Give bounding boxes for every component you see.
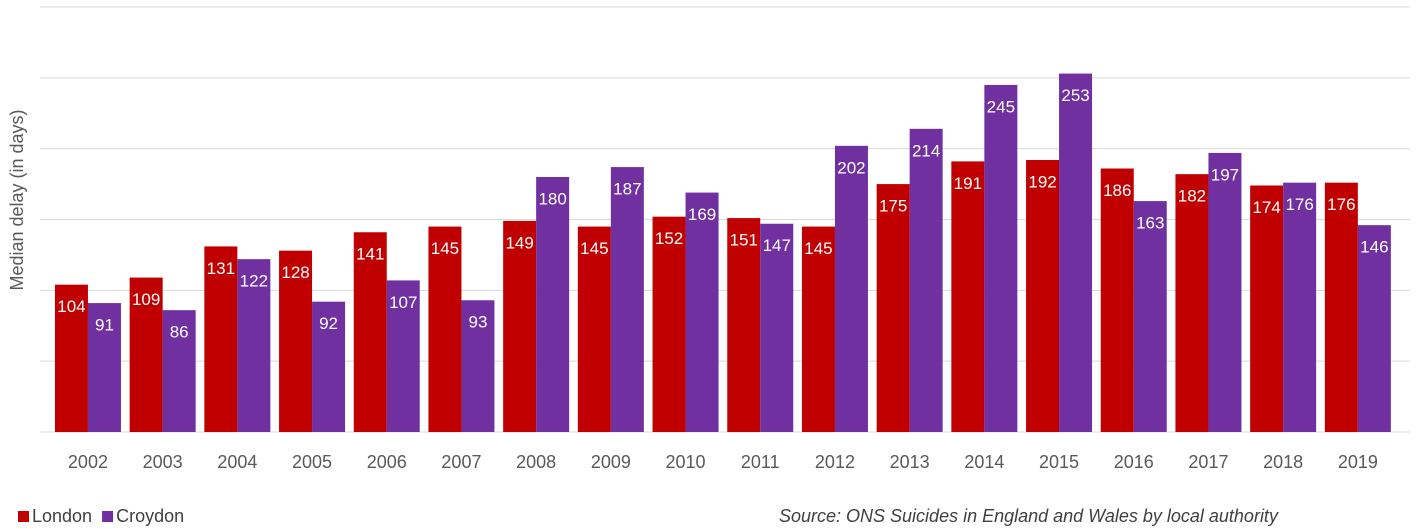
- data-label: 109: [132, 290, 160, 309]
- x-tick-label: 2002: [68, 452, 108, 472]
- legend-swatch: [102, 511, 114, 522]
- data-label: 145: [804, 239, 832, 258]
- data-label: 152: [655, 229, 683, 248]
- data-label: 175: [879, 197, 907, 216]
- bar: [876, 184, 910, 432]
- data-label: 131: [207, 259, 235, 278]
- bar: [87, 303, 121, 432]
- x-tick-label: 2005: [292, 452, 332, 472]
- bar: [834, 145, 868, 433]
- bar: [1283, 182, 1317, 432]
- data-label: 141: [356, 245, 384, 264]
- data-label: 122: [240, 272, 268, 291]
- bar: [54, 284, 88, 432]
- bar: [386, 280, 420, 432]
- data-label: 151: [730, 231, 758, 250]
- x-tick-label: 2006: [367, 452, 407, 472]
- bar: [461, 300, 495, 432]
- data-label: 197: [1211, 165, 1239, 184]
- data-label: 214: [912, 141, 940, 160]
- bar: [1250, 185, 1284, 432]
- x-tick-label: 2004: [217, 452, 257, 472]
- bar: [727, 218, 761, 432]
- data-label: 128: [281, 263, 309, 282]
- bar: [909, 128, 943, 433]
- data-label: 147: [763, 236, 791, 255]
- bar: [129, 277, 163, 432]
- bar: [503, 220, 537, 432]
- data-label: 145: [431, 239, 459, 258]
- data-label: 191: [954, 174, 982, 193]
- y-axis-label: Median delay (in days): [7, 109, 27, 290]
- data-label: 93: [468, 313, 487, 332]
- bar: [162, 310, 196, 432]
- bar: [801, 226, 835, 432]
- bar: [984, 84, 1018, 433]
- data-label: 180: [538, 189, 566, 208]
- bar: [1208, 152, 1242, 432]
- data-label: 187: [613, 180, 641, 199]
- bar: [685, 192, 719, 432]
- x-tick-label: 2019: [1338, 452, 1378, 472]
- bar: [1324, 182, 1358, 432]
- x-tick-label: 2012: [815, 452, 855, 472]
- bar: [353, 232, 387, 432]
- bar: [428, 226, 462, 432]
- data-label: 145: [580, 239, 608, 258]
- x-tick-label: 2017: [1188, 452, 1228, 472]
- data-label: 86: [170, 323, 189, 342]
- bar: [577, 226, 611, 432]
- bar: [237, 259, 271, 432]
- data-label: 146: [1360, 238, 1388, 257]
- data-label: 149: [505, 233, 533, 252]
- bar: [279, 250, 313, 432]
- x-tick-label: 2014: [964, 452, 1004, 472]
- bar: [536, 177, 570, 432]
- data-label: 107: [389, 293, 417, 312]
- legend-swatch: [18, 511, 29, 522]
- data-label: 91: [95, 316, 114, 335]
- data-label: 174: [1252, 198, 1280, 217]
- x-tick-label: 2016: [1114, 452, 1154, 472]
- bar: [204, 246, 238, 432]
- x-tick-label: 2011: [741, 452, 780, 472]
- bar: [1133, 201, 1167, 432]
- x-tick-label: 2003: [143, 452, 183, 472]
- data-label: 245: [987, 97, 1015, 116]
- legend-label: Croydon: [116, 506, 184, 526]
- bar: [312, 301, 346, 432]
- bar: [1175, 174, 1209, 432]
- data-label: 186: [1103, 181, 1131, 200]
- x-tick-label: 2007: [441, 452, 481, 472]
- data-label: 176: [1285, 195, 1313, 214]
- x-tick-label: 2009: [591, 452, 631, 472]
- data-label: 104: [57, 297, 85, 316]
- source-note: Source: ONS Suicides in England and Wale…: [779, 506, 1279, 526]
- bar: [760, 223, 794, 432]
- bar: [1100, 168, 1134, 432]
- data-label: 192: [1028, 172, 1056, 191]
- data-label: 176: [1327, 195, 1355, 214]
- data-label: 92: [319, 314, 338, 333]
- x-tick-label: 2010: [666, 452, 706, 472]
- bar: [610, 167, 644, 433]
- data-label: 169: [688, 205, 716, 224]
- x-tick-label: 2015: [1039, 452, 1079, 472]
- bar: [1059, 73, 1093, 432]
- x-tick-label: 2018: [1263, 452, 1303, 472]
- legend-label: London: [32, 506, 92, 526]
- data-label: 253: [1061, 86, 1089, 105]
- bar: [1357, 225, 1391, 432]
- data-label: 182: [1178, 187, 1206, 206]
- bar: [951, 161, 985, 432]
- x-tick-label: 2013: [890, 452, 930, 472]
- data-label: 163: [1136, 214, 1164, 233]
- x-tick-label: 2008: [516, 452, 556, 472]
- bar: [1026, 160, 1060, 432]
- bar: [652, 216, 686, 432]
- data-label: 202: [837, 158, 865, 177]
